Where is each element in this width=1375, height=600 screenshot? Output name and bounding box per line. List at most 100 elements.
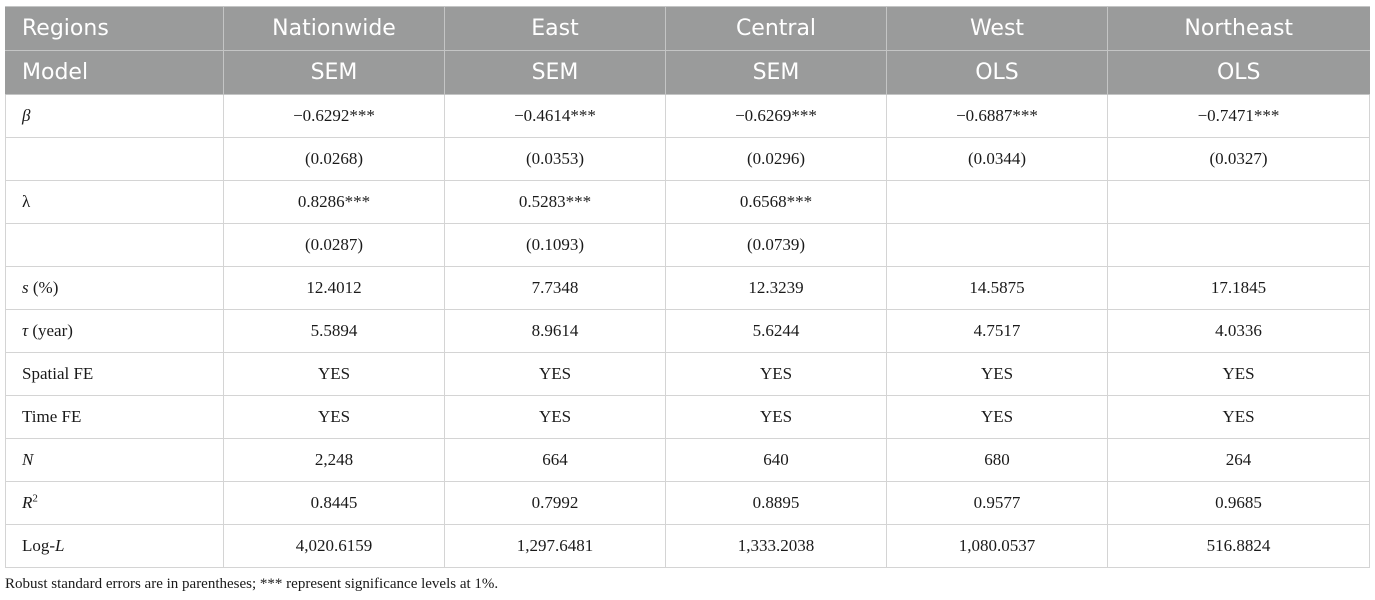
table-row-log-l: Log-L 4,020.6159 1,297.6481 1,333.2038 1…: [5, 524, 1370, 568]
table-row-s: s (%) 12.4012 7.7348 12.3239 14.5875 17.…: [5, 266, 1370, 310]
row-label-r2: R2: [5, 481, 224, 525]
table-cell: YES: [223, 352, 445, 396]
table-cell: −0.6887***: [886, 94, 1108, 138]
table-row-n: N 2,248 664 640 680 264: [5, 438, 1370, 482]
header-model-east: SEM: [444, 50, 666, 95]
table-cell: 1,297.6481: [444, 524, 666, 568]
table-cell: 1,333.2038: [665, 524, 887, 568]
table-cell: 4,020.6159: [223, 524, 445, 568]
table-cell: (0.0268): [223, 137, 445, 181]
table-footnote: Robust standard errors are in parenthese…: [5, 576, 499, 592]
table-cell: YES: [886, 395, 1108, 439]
table-cell: 8.9614: [444, 309, 666, 353]
table-header: Regions Nationwide East Central West Nor…: [5, 6, 1370, 95]
row-label-empty: [5, 137, 224, 181]
table-cell: 17.1845: [1107, 266, 1370, 310]
table-cell: YES: [886, 352, 1108, 396]
header-region-northeast: Northeast: [1107, 6, 1370, 51]
table-cell: (0.0739): [665, 223, 887, 267]
table-cell: −0.6269***: [665, 94, 887, 138]
table-cell: 516.8824: [1107, 524, 1370, 568]
row-label-log-l: Log-L: [5, 524, 224, 568]
table-cell: YES: [444, 395, 666, 439]
row-label-log-prefix: Log-: [22, 536, 56, 555]
table-cell: (0.0327): [1107, 137, 1370, 181]
table-cell: −0.7471***: [1107, 94, 1370, 138]
table-cell: 1,080.0537: [886, 524, 1108, 568]
header-row-model: Model SEM SEM SEM OLS OLS: [5, 50, 1370, 95]
header-region-central: Central: [665, 6, 887, 51]
header-regions-label: Regions: [5, 6, 224, 51]
table-row-r2: R2 0.8445 0.7992 0.8895 0.9577 0.9685: [5, 481, 1370, 525]
row-label-empty: [5, 223, 224, 267]
header-model-west: OLS: [886, 50, 1108, 95]
header-row-regions: Regions Nationwide East Central West Nor…: [5, 6, 1370, 51]
table-cell: 4.0336: [1107, 309, 1370, 353]
table-cell: 14.5875: [886, 266, 1108, 310]
header-model-nationwide: SEM: [223, 50, 445, 95]
table-cell: YES: [1107, 352, 1370, 396]
table-cell: (0.1093): [444, 223, 666, 267]
row-label-tau-unit: (year): [28, 321, 73, 340]
table-cell: 7.7348: [444, 266, 666, 310]
table-cell: 4.7517: [886, 309, 1108, 353]
table-cell: 664: [444, 438, 666, 482]
row-label-spatial-fe: Spatial FE: [5, 352, 224, 396]
row-label-log-symbol: L: [55, 536, 65, 555]
row-label-s-symbol: s: [22, 278, 29, 297]
table-cell: [886, 223, 1108, 267]
header-model-central: SEM: [665, 50, 887, 95]
header-region-west: West: [886, 6, 1108, 51]
table-row-time-fe: Time FE YES YES YES YES YES: [5, 395, 1370, 439]
header-model-northeast: OLS: [1107, 50, 1370, 95]
table-cell: 680: [886, 438, 1108, 482]
table-row-lambda: λ 0.8286*** 0.5283*** 0.6568***: [5, 180, 1370, 224]
table-cell: 12.4012: [223, 266, 445, 310]
table-cell: (0.0353): [444, 137, 666, 181]
table-cell: 0.8895: [665, 481, 887, 525]
table-cell: 0.9577: [886, 481, 1108, 525]
row-label-r2-symbol: R: [22, 493, 33, 512]
table-cell: [1107, 223, 1370, 267]
table-cell: YES: [1107, 395, 1370, 439]
table-body: β −0.6292*** −0.4614*** −0.6269*** −0.68…: [5, 94, 1370, 568]
table-row-tau: τ (year) 5.5894 8.9614 5.6244 4.7517 4.0…: [5, 309, 1370, 353]
table-cell: (0.0344): [886, 137, 1108, 181]
table-cell: −0.6292***: [223, 94, 445, 138]
table-cell: (0.0296): [665, 137, 887, 181]
table-cell: 5.5894: [223, 309, 445, 353]
table-cell: [886, 180, 1108, 224]
table-cell: 12.3239: [665, 266, 887, 310]
row-label-s-unit: (%): [28, 278, 59, 297]
row-label-lambda: λ: [5, 180, 224, 224]
table-cell: −0.4614***: [444, 94, 666, 138]
table-cell: YES: [223, 395, 445, 439]
table-cell: (0.0287): [223, 223, 445, 267]
table-cell: 640: [665, 438, 887, 482]
row-label-s: s (%): [5, 266, 224, 310]
table-cell: 264: [1107, 438, 1370, 482]
table-cell: YES: [665, 395, 887, 439]
results-table: Regions Nationwide East Central West Nor…: [5, 6, 1370, 568]
table-cell: 5.6244: [665, 309, 887, 353]
header-model-label: Model: [5, 50, 224, 95]
row-label-r2-exponent: 2: [32, 492, 38, 505]
table-cell: YES: [665, 352, 887, 396]
row-label-tau-symbol: τ: [22, 321, 29, 340]
row-label-tau: τ (year): [5, 309, 224, 353]
row-label-n: N: [5, 438, 224, 482]
table-cell: 0.5283***: [444, 180, 666, 224]
results-table-container: Regions Nationwide East Central West Nor…: [5, 6, 1370, 568]
table-row-spatial-fe: Spatial FE YES YES YES YES YES: [5, 352, 1370, 396]
table-row-beta: β −0.6292*** −0.4614*** −0.6269*** −0.68…: [5, 94, 1370, 138]
table-row-lambda-se: (0.0287) (0.1093) (0.0739): [5, 223, 1370, 267]
table-cell: 0.7992: [444, 481, 666, 525]
header-region-east: East: [444, 6, 666, 51]
table-cell: 0.8286***: [223, 180, 445, 224]
table-cell: 0.9685: [1107, 481, 1370, 525]
table-cell: YES: [444, 352, 666, 396]
row-label-beta: β: [5, 94, 224, 138]
table-cell: 0.8445: [223, 481, 445, 525]
table-row-beta-se: (0.0268) (0.0353) (0.0296) (0.0344) (0.0…: [5, 137, 1370, 181]
header-region-nationwide: Nationwide: [223, 6, 445, 51]
